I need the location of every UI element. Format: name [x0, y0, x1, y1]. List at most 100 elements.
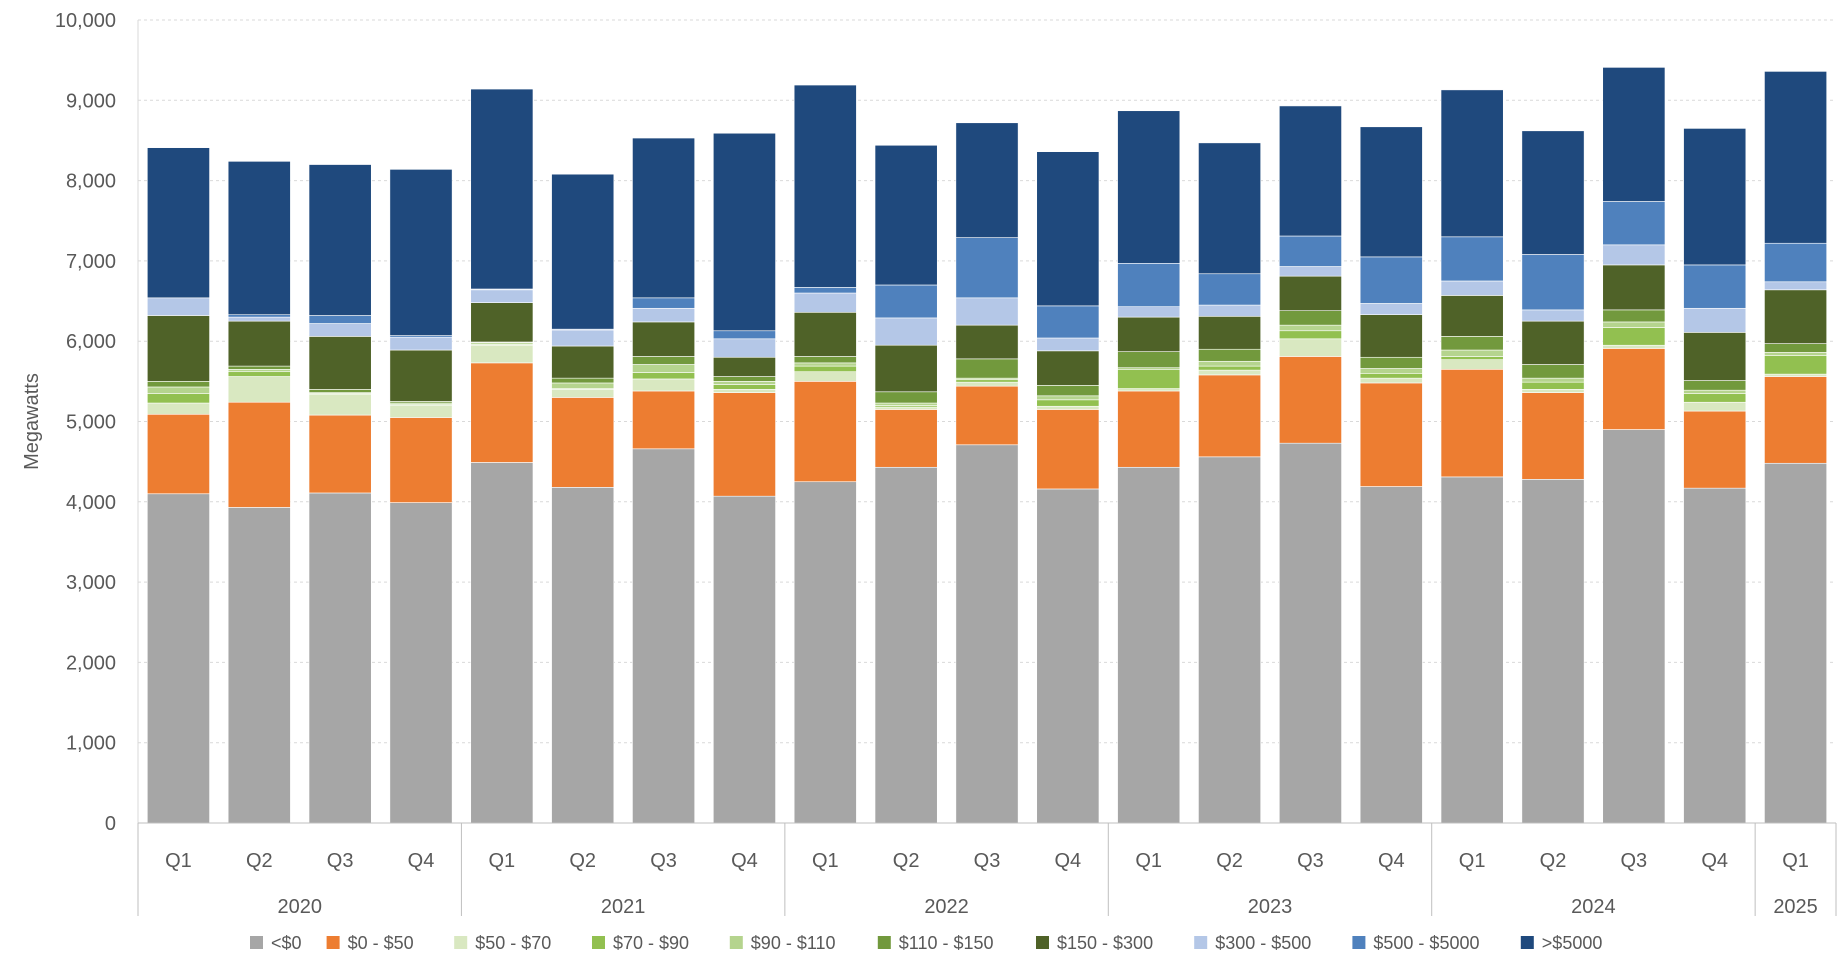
- bar-segment: [955, 358, 1019, 379]
- bar-segment: [1278, 356, 1342, 444]
- bar-segment: [632, 448, 696, 824]
- bar-segment: [955, 385, 1019, 446]
- bar-segment: [227, 365, 291, 370]
- x-tick-label: Q3: [1621, 850, 1648, 872]
- bar-segment: [1198, 360, 1262, 367]
- bar-segment: [1036, 399, 1100, 407]
- bar-segment: [470, 462, 534, 824]
- bar-segment: [1278, 338, 1342, 357]
- bar-segment: [712, 381, 776, 385]
- bar-segment: [1198, 456, 1262, 824]
- bar-segment: [955, 237, 1019, 299]
- bar-segment: [1198, 369, 1262, 376]
- bar-segment: [551, 345, 615, 379]
- bar-segment: [1198, 316, 1262, 350]
- bar-segment: [1683, 401, 1747, 412]
- legend-swatch: [729, 936, 743, 949]
- bar-segment: [793, 481, 857, 824]
- bar-segment: [146, 393, 210, 404]
- bar-segment: [1198, 374, 1262, 458]
- bar-segment: [146, 381, 210, 388]
- bar-segment: [874, 391, 938, 404]
- bar-segment: [1117, 316, 1181, 352]
- legend-label: $90 - $110: [751, 933, 836, 953]
- bar-segment: [1117, 110, 1181, 264]
- bar-segment: [1440, 349, 1504, 357]
- bar-segment: [1117, 388, 1181, 392]
- bar-segment: [1764, 71, 1828, 244]
- bar-segment: [551, 329, 615, 347]
- bar-segment: [955, 122, 1019, 238]
- legend-swatch: [326, 936, 340, 949]
- bar-segment: [551, 382, 615, 389]
- bar-segment: [1359, 303, 1423, 316]
- legend-label: >$5000: [1542, 933, 1603, 953]
- bar-segment: [793, 287, 857, 294]
- bar-segment: [1440, 476, 1504, 824]
- x-group-label: 2021: [601, 896, 646, 918]
- legend-swatch: [1352, 936, 1366, 949]
- bar-segment: [1764, 242, 1828, 283]
- bar-segment: [712, 338, 776, 358]
- bar-segment: [1602, 67, 1666, 202]
- x-tick-label: Q2: [1540, 850, 1567, 872]
- bar-segment: [1278, 275, 1342, 311]
- bar-segment: [308, 492, 372, 824]
- legend-label: $50 - $70: [475, 933, 551, 953]
- bar-segment: [227, 507, 291, 824]
- bar-segment: [1440, 336, 1504, 351]
- y-tick-label: 9,000: [66, 90, 116, 112]
- bar-segment: [1117, 351, 1181, 368]
- y-tick-label: 4,000: [66, 492, 116, 514]
- x-tick-label: Q4: [408, 850, 435, 872]
- legend-label: <$0: [271, 933, 302, 953]
- bar-segment: [793, 365, 857, 373]
- bar-segment: [793, 356, 857, 364]
- x-tick-label: Q4: [1055, 850, 1082, 872]
- bar-segment: [1602, 244, 1666, 266]
- legend: <$0 $0 - $50 $50 - $70 $70 - $90 $90 - $110 $…: [250, 933, 1602, 953]
- bar-segment: [1440, 359, 1504, 370]
- x-group-label: 2024: [1571, 896, 1616, 918]
- x-tick-label: Q2: [1216, 850, 1243, 872]
- bar-segment: [389, 169, 453, 336]
- x-tick-label: Q3: [650, 850, 677, 872]
- bar-segment: [1359, 382, 1423, 487]
- bar-segment: [1117, 390, 1181, 468]
- legend-label: $500 - $5000: [1373, 933, 1479, 953]
- bar-segment: [1521, 254, 1585, 311]
- bar-segment: [793, 311, 857, 357]
- x-tick-label: Q3: [327, 850, 354, 872]
- x-tick-label: Q4: [731, 850, 758, 872]
- legend-label: $300 - $500: [1215, 933, 1311, 953]
- bar-segment: [470, 302, 534, 343]
- bar-segment: [1521, 479, 1585, 824]
- bar-segment: [1036, 305, 1100, 339]
- bar-segment: [1359, 373, 1423, 379]
- bar-segment: [470, 344, 534, 364]
- bar-segment: [1198, 304, 1262, 317]
- bar-segment: [1440, 236, 1504, 282]
- legend-swatch: [1036, 936, 1049, 949]
- bar-segment: [1036, 337, 1100, 352]
- bar-segment: [308, 315, 372, 324]
- bar-segment: [227, 320, 291, 367]
- x-tick-label: Q1: [812, 850, 839, 872]
- bar-segment: [712, 389, 776, 393]
- bar-segment: [1198, 142, 1262, 275]
- bar-segment: [146, 493, 210, 824]
- bar-segment: [874, 344, 938, 393]
- bar-segment: [146, 297, 210, 316]
- x-tick-label: Q2: [569, 850, 596, 872]
- legend-label: $110 - $150: [899, 933, 994, 953]
- bar-segment: [1359, 356, 1423, 369]
- bar-segment: [551, 173, 615, 330]
- bar-segment: [632, 390, 696, 450]
- bar-segment: [227, 161, 291, 316]
- x-tick-label: Q3: [1297, 850, 1324, 872]
- bar-segment: [551, 377, 615, 384]
- y-axis-title: Megawatts: [21, 373, 43, 470]
- bar-segment: [1521, 381, 1585, 390]
- y-tick-label: 6,000: [66, 331, 116, 353]
- bar-segment: [632, 372, 696, 380]
